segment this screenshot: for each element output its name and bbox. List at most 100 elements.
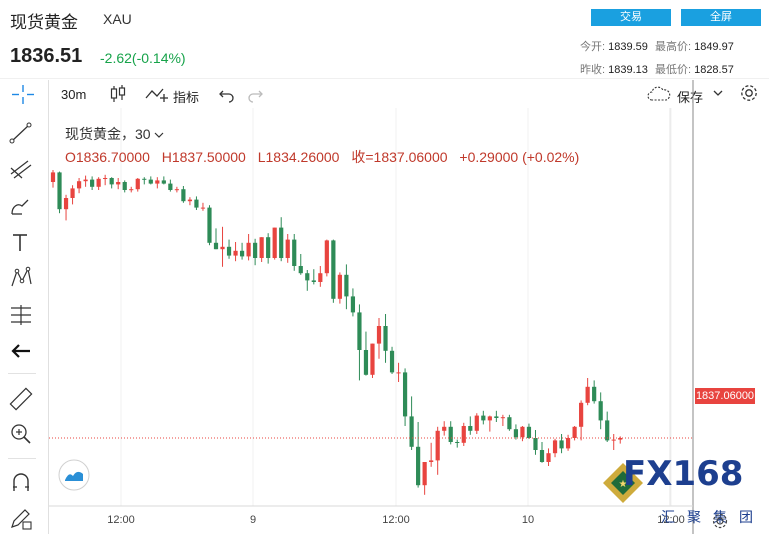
chevron-down-icon[interactable] — [154, 131, 164, 139]
candle[interactable] — [416, 422, 421, 488]
candle[interactable] — [370, 343, 375, 378]
candle[interactable] — [455, 439, 460, 448]
candle[interactable] — [598, 392, 603, 430]
brush-icon[interactable] — [8, 194, 34, 220]
back-arrow-icon[interactable] — [8, 338, 34, 364]
candle[interactable] — [279, 217, 284, 262]
candle[interactable] — [292, 234, 297, 271]
candle[interactable] — [383, 314, 388, 363]
candle[interactable] — [116, 178, 121, 190]
interval-selector[interactable]: 30m — [61, 87, 87, 102]
candle[interactable] — [70, 185, 75, 205]
candle[interactable] — [259, 237, 264, 262]
candle[interactable] — [520, 426, 525, 442]
candle[interactable] — [174, 186, 179, 193]
candle[interactable] — [220, 226, 225, 267]
pencil-lock-icon[interactable] — [8, 506, 34, 532]
crosshair-icon[interactable] — [10, 83, 36, 105]
candle[interactable] — [331, 239, 336, 303]
candle[interactable] — [96, 177, 101, 190]
candle[interactable] — [474, 413, 479, 434]
zoom-icon[interactable] — [8, 421, 34, 447]
fullscreen-button[interactable]: 全屏 — [681, 9, 761, 26]
redo-icon[interactable] — [246, 85, 264, 103]
candle[interactable] — [135, 178, 140, 192]
candle[interactable] — [507, 414, 512, 431]
text-icon[interactable] — [8, 230, 34, 256]
chevron-down-icon[interactable] — [712, 88, 724, 98]
candle[interactable] — [239, 242, 245, 260]
candle[interactable] — [213, 228, 219, 250]
candle[interactable] — [109, 177, 114, 189]
candle[interactable] — [50, 170, 56, 188]
candle[interactable] — [592, 380, 597, 404]
candle[interactable] — [76, 178, 82, 194]
candle[interactable] — [344, 264, 349, 310]
indicators-icon[interactable] — [144, 84, 170, 104]
candle[interactable] — [526, 423, 532, 439]
fib-icon[interactable] — [8, 156, 34, 182]
candle[interactable] — [266, 233, 271, 264]
candle[interactable] — [435, 426, 440, 475]
candle[interactable] — [226, 239, 232, 259]
candle[interactable] — [337, 272, 342, 304]
candle[interactable] — [513, 424, 519, 440]
settings-small-icon[interactable] — [711, 512, 729, 530]
trend-line-icon[interactable] — [8, 120, 34, 146]
candle[interactable] — [487, 415, 492, 432]
candles-icon[interactable] — [108, 83, 128, 105]
candle[interactable] — [611, 434, 616, 450]
candle[interactable] — [148, 176, 153, 185]
candle[interactable] — [207, 205, 212, 246]
candle[interactable] — [350, 288, 356, 317]
candle[interactable] — [233, 242, 238, 262]
candle[interactable] — [376, 318, 382, 359]
candle[interactable] — [103, 174, 108, 186]
candle[interactable] — [565, 434, 571, 451]
candle[interactable] — [579, 400, 584, 441]
ruler-icon[interactable] — [8, 386, 34, 412]
trade-button[interactable]: 交易 — [591, 9, 671, 26]
candle[interactable] — [402, 368, 408, 426]
candle[interactable] — [181, 186, 186, 203]
candle[interactable] — [155, 177, 160, 189]
candle[interactable] — [552, 438, 558, 458]
candle[interactable] — [618, 436, 623, 444]
candle[interactable] — [429, 442, 434, 467]
candle[interactable] — [246, 234, 251, 261]
candle[interactable] — [461, 422, 466, 446]
candle[interactable] — [494, 410, 499, 422]
candle[interactable] — [324, 239, 329, 277]
candle[interactable] — [389, 346, 395, 374]
candle[interactable] — [122, 180, 127, 193]
candle[interactable] — [57, 171, 62, 214]
candle[interactable] — [481, 410, 486, 425]
indicators-button[interactable]: 指标 — [173, 90, 200, 105]
candle[interactable] — [63, 194, 69, 221]
candle[interactable] — [200, 202, 206, 211]
magnet-icon[interactable] — [8, 470, 34, 496]
logo-button[interactable] — [58, 459, 90, 491]
candle[interactable] — [559, 434, 564, 454]
pattern-icon[interactable] — [8, 265, 34, 291]
candle[interactable] — [396, 362, 401, 382]
candle[interactable] — [142, 177, 147, 185]
candle[interactable] — [161, 176, 166, 185]
candle[interactable] — [305, 270, 310, 291]
candle[interactable] — [442, 421, 447, 436]
candle[interactable] — [605, 411, 610, 442]
candle[interactable] — [585, 378, 590, 406]
candle[interactable] — [533, 430, 538, 455]
candle[interactable] — [90, 176, 95, 190]
candle[interactable] — [298, 254, 303, 275]
candle[interactable] — [168, 179, 173, 192]
candle[interactable] — [272, 227, 277, 260]
undo-icon[interactable] — [218, 85, 236, 103]
candle[interactable] — [409, 396, 414, 450]
candle[interactable] — [363, 331, 369, 376]
candle[interactable] — [468, 416, 473, 435]
candle[interactable] — [546, 448, 551, 466]
candle[interactable] — [422, 462, 427, 495]
measure-lines-icon[interactable] — [8, 302, 34, 328]
